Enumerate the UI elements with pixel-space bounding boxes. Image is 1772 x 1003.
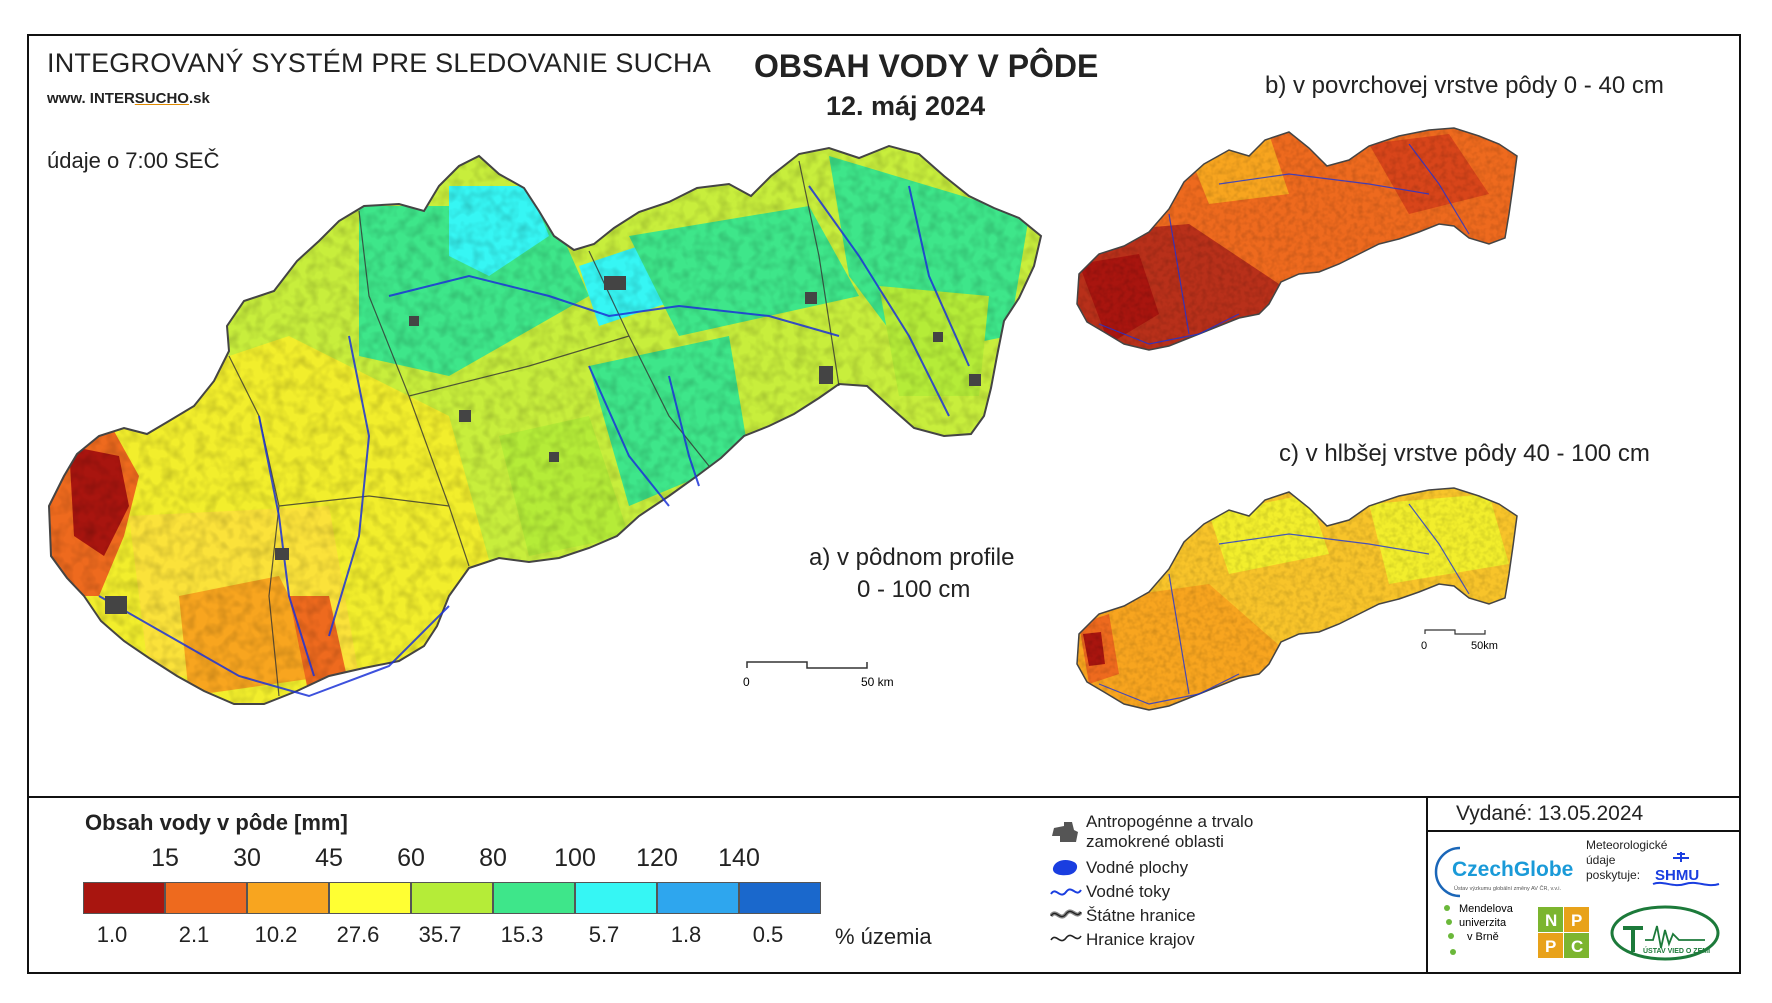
legend-class-1 (83, 882, 165, 914)
mendelu-logo: Mendelova univerzita v Brně (1444, 903, 1514, 955)
nppc-p2: P (1545, 937, 1556, 956)
nppc-c: C (1571, 937, 1583, 956)
region-border-icon (1050, 934, 1082, 942)
website-suffix: .sk (188, 90, 210, 107)
shmu-name: SHMU (1655, 867, 1699, 884)
legend-class-2 (165, 882, 247, 914)
system-title: INTEGROVANÝ SYSTÉM PRE SLEDOVANIE SUCHA (47, 48, 711, 78)
issued-header-divider (1426, 830, 1739, 832)
legend-percent-3: 10.2 (254, 922, 298, 947)
legend-threshold-60: 60 (397, 844, 425, 872)
legend-threshold-15: 15 (151, 844, 179, 872)
anthropogenic-label-line1: Antropogénne a trvalo (1086, 812, 1254, 831)
scale-bar-small: 0 50km (1421, 629, 1498, 652)
map-a-soil-profile: 0 50 km (47, 144, 1043, 705)
scale-small-end: 50km (1471, 640, 1498, 652)
map-date: 12. máj 2024 (826, 91, 986, 121)
nppc-p1: P (1571, 911, 1582, 930)
bulletin-frame: INTEGROVANÝ SYSTÉM PRE SLEDOVANIE SUCHA … (27, 34, 1741, 974)
anthropogenic-label-line2: zamokrené oblasti (1086, 832, 1224, 851)
website-mid: SUCHO (134, 90, 189, 107)
legend-class-6 (493, 882, 575, 914)
scale-main-end: 50 km (861, 675, 894, 689)
map-b-topsoil (1076, 127, 1518, 351)
ustav-vied-o-zemi-logo: ÚSTAV VIED O ZEMI (1610, 905, 1720, 961)
czechglobe-name: CzechGlobe (1452, 858, 1573, 881)
legend-threshold-80: 80 (479, 844, 507, 872)
scale-bar-main: 0 50 km (743, 661, 894, 689)
scale-main-start: 0 (743, 675, 750, 689)
website-link[interactable]: www. INTERSUCHO.sk (47, 90, 210, 107)
legend-class-7 (575, 882, 657, 914)
legend-class-5 (411, 882, 493, 914)
legend-threshold-45: 45 (315, 844, 343, 872)
state-border-icon (1050, 909, 1082, 919)
legend-threshold-120: 120 (636, 844, 678, 872)
map-c-label: c) v hlbšej vrstve pôdy 40 - 100 cm (1279, 440, 1650, 467)
meteo-line3: poskytuje: (1586, 868, 1641, 882)
issued-divider (1426, 798, 1428, 974)
nppc-logo: N P P C (1538, 907, 1589, 958)
legend-percent-4: 27.6 (336, 922, 380, 947)
legend-percent-8: 1.8 (670, 922, 702, 947)
map-c-subsoil: 0 50km (1076, 487, 1518, 711)
water-streams-label: Vodné toky (1086, 882, 1171, 901)
legend-threshold-30: 30 (233, 844, 261, 872)
legend-class-8 (657, 882, 739, 914)
anthropogenic-area-icon (1052, 822, 1078, 842)
issued-date: Vydané: 13.05.2024 (1456, 802, 1644, 825)
mendel-line3: v Brně (1467, 931, 1499, 943)
map-area: INTEGROVANÝ SYSTÉM PRE SLEDOVANIE SUCHA … (29, 36, 1739, 798)
uvz-name: ÚSTAV VIED O ZEMI (1643, 946, 1710, 955)
map-b-label: b) v povrchovej vrstve pôdy 0 - 40 cm (1265, 72, 1664, 99)
map-title: OBSAH VODY V PÔDE (754, 48, 1099, 84)
website-prefix: www. INTER (47, 90, 135, 107)
legend-percent-2: 2.1 (178, 922, 210, 947)
legend-percent-6: 15.3 (500, 922, 544, 947)
mendel-line1: Mendelova (1459, 903, 1514, 915)
legend-panel: Obsah vody v pôde [mm] 1.0 2.1 10.2 27.6 35.… (29, 798, 1739, 974)
legend-class-4 (329, 882, 411, 914)
legend-title: Obsah vody v pôde [mm] (85, 810, 348, 835)
legend-percent-9: 0.5 (752, 922, 784, 947)
water-body-icon (1052, 860, 1078, 876)
water-stream-icon (1050, 888, 1082, 896)
legend-threshold-100: 100 (554, 844, 596, 872)
scale-small-start: 0 (1421, 640, 1427, 652)
legend-threshold-140: 140 (718, 844, 760, 872)
legend-class-3 (247, 882, 329, 914)
map-a-label-line2: 0 - 100 cm (857, 576, 971, 603)
czechglobe-subtitle: Ústav výzkumu globální změny AV ČR, v.v.… (1454, 885, 1561, 892)
water-bodies-label: Vodné plochy (1086, 858, 1189, 877)
mendel-line2: univerzita (1459, 917, 1507, 929)
legend-percent-1: 1.0 (96, 922, 128, 947)
legend-class-9 (739, 882, 821, 914)
region-borders-label: Hranice krajov (1086, 930, 1195, 949)
percent-label: % územia (835, 924, 932, 949)
legend-percent-7: 5.7 (588, 922, 620, 947)
state-borders-label: Štátne hranice (1086, 906, 1196, 925)
legend-percent-5: 35.7 (418, 922, 462, 947)
meteo-line2: údaje (1586, 853, 1616, 867)
map-a-label-line1: a) v pôdnom profile (809, 544, 1015, 571)
meteo-line1: Meteorologické (1586, 838, 1668, 852)
shmu-logo: SHMU (1652, 852, 1720, 887)
data-time: údaje o 7:00 SEČ (47, 148, 220, 173)
czechglobe-logo: CzechGlobe Ústav výzkumu globální změny … (1434, 846, 1573, 898)
nppc-n: N (1545, 911, 1557, 930)
